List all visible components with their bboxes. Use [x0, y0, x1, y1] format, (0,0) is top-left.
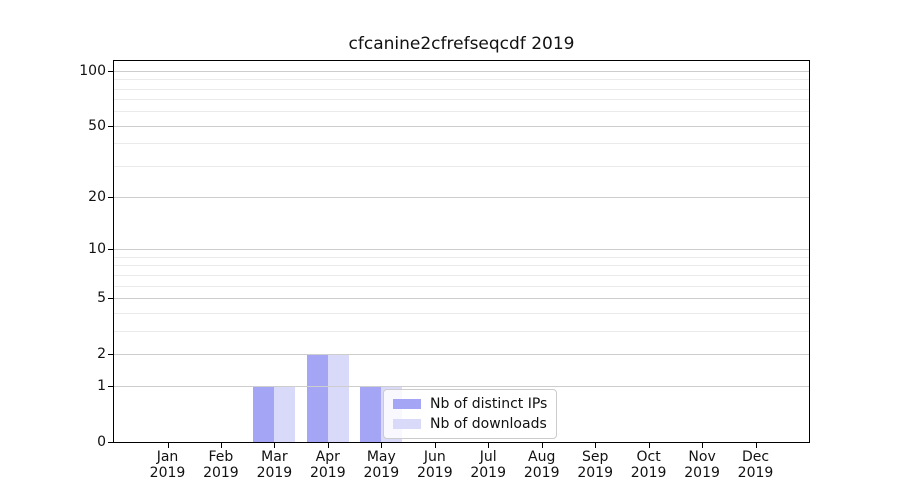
x-tick-mark: [220, 443, 222, 448]
x-tick-year: 2019: [149, 465, 186, 481]
minor-gridline: [114, 165, 809, 167]
x-tick-mark: [755, 443, 757, 448]
x-tick-label: Jun 2019: [405, 449, 465, 481]
x-tick-year: 2019: [470, 465, 506, 481]
y-tick-mark: [108, 249, 113, 251]
x-tick-label: May 2019: [351, 449, 411, 481]
x-tick-label: Mar 2019: [244, 449, 304, 481]
legend-label: Nb of downloads: [430, 416, 547, 432]
chart-title: cfcanine2cfrefseqcdf 2019: [348, 34, 575, 54]
x-tick-label: Aug 2019: [512, 449, 572, 481]
y-tick-mark: [108, 125, 113, 127]
bar-downloads: [327, 353, 349, 442]
x-tick-label: Dec 2019: [726, 449, 786, 481]
y-tick-label: 5: [97, 289, 106, 306]
minor-gridline: [114, 99, 809, 101]
x-tick-month: May: [366, 449, 396, 465]
x-tick-month: Apr: [315, 449, 340, 465]
x-tick-month: Nov: [688, 449, 716, 465]
minor-gridline: [114, 79, 809, 81]
x-tick-label: Jul 2019: [458, 449, 518, 481]
y-tick-mark: [108, 197, 113, 199]
minor-gridline: [114, 330, 809, 332]
y-tick-label: 10: [88, 241, 106, 258]
minor-gridline: [114, 285, 809, 287]
y-tick-mark: [108, 70, 113, 72]
legend-label: Nb of distinct IPs: [430, 396, 548, 412]
x-tick-month: Feb: [208, 449, 234, 465]
x-tick-month: Jul: [479, 449, 497, 465]
x-tick-month: Dec: [741, 449, 770, 465]
x-tick-year: 2019: [256, 465, 293, 481]
x-tick-label: Apr 2019: [298, 449, 358, 481]
major-gridline: [114, 70, 809, 72]
x-tick-year: 2019: [737, 465, 774, 481]
x-tick-month: Jun: [423, 449, 446, 465]
x-tick-mark: [595, 443, 597, 448]
x-tick-mark: [541, 443, 543, 448]
major-gridline: [114, 125, 809, 127]
minor-gridline: [114, 88, 809, 90]
minor-gridline: [114, 312, 809, 314]
x-tick-year: 2019: [630, 465, 667, 481]
x-tick-mark: [702, 443, 704, 448]
x-tick-year: 2019: [203, 465, 239, 481]
x-tick-year: 2019: [577, 465, 613, 481]
x-tick-mark: [327, 443, 329, 448]
x-tick-mark: [381, 443, 383, 448]
legend-row: Nb of distinct IPs: [393, 396, 547, 412]
y-tick-label: 2: [97, 345, 106, 362]
x-tick-label: Feb 2019: [191, 449, 251, 481]
x-tick-label: Jan 2019: [138, 449, 198, 481]
x-tick-month: Aug: [528, 449, 556, 465]
x-tick-month: Sep: [581, 449, 609, 465]
legend-swatch-icon: [393, 399, 421, 409]
y-tick-label: 1: [97, 378, 106, 395]
major-gridline: [114, 386, 809, 388]
x-tick-year: 2019: [363, 465, 400, 481]
legend-row: Nb of downloads: [393, 416, 547, 432]
minor-gridline: [114, 256, 809, 258]
legend: Nb of distinct IPs Nb of downloads: [383, 389, 558, 439]
x-tick-mark: [488, 443, 490, 448]
y-tick-label: 50: [88, 117, 106, 134]
x-tick-month: Oct: [636, 449, 661, 465]
y-tick-label: 0: [97, 434, 106, 450]
x-tick-year: 2019: [309, 465, 346, 481]
x-tick-label: Sep 2019: [565, 449, 625, 481]
major-gridline: [114, 197, 809, 199]
x-tick-year: 2019: [684, 465, 720, 481]
y-tick-mark: [108, 353, 113, 355]
minor-gridline: [114, 143, 809, 145]
y-tick-label: 20: [88, 189, 106, 206]
legend-swatch-icon: [393, 419, 421, 429]
y-tick-mark: [108, 442, 113, 443]
x-tick-label: Oct 2019: [619, 449, 679, 481]
minor-gridline: [114, 111, 809, 113]
x-tick-label: Nov 2019: [672, 449, 732, 481]
y-tick-label: 100: [79, 62, 106, 79]
x-tick-month: Jan: [156, 449, 179, 465]
x-tick-mark: [434, 443, 436, 448]
bar-downloads: [274, 386, 296, 442]
x-tick-month: Mar: [261, 449, 288, 465]
x-tick-mark: [167, 443, 169, 448]
bar-distinct-ips: [306, 353, 328, 442]
x-tick-mark: [648, 443, 650, 448]
major-gridline: [114, 297, 809, 299]
minor-gridline: [114, 265, 809, 267]
bar-distinct-ips: [253, 386, 275, 442]
bar-distinct-ips: [360, 386, 382, 442]
x-tick-mark: [274, 443, 276, 448]
x-tick-year: 2019: [523, 465, 560, 481]
plot-area: Nb of distinct IPs Nb of downloads: [113, 60, 810, 443]
y-tick-mark: [108, 386, 113, 388]
major-gridline: [114, 249, 809, 251]
x-tick-year: 2019: [416, 465, 453, 481]
major-gridline: [114, 353, 809, 355]
y-tick-mark: [108, 297, 113, 299]
minor-gridline: [114, 274, 809, 276]
